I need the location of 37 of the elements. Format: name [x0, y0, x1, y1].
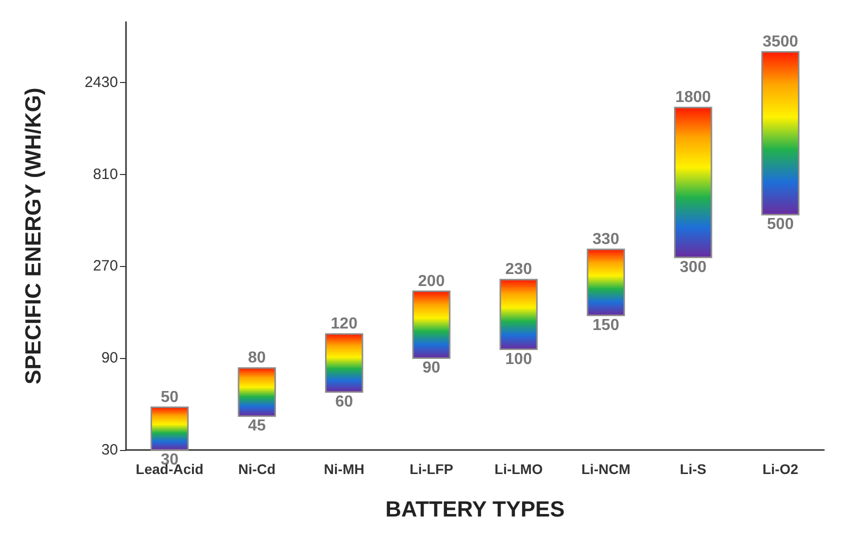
bar — [150, 406, 189, 451]
y-tick-label: 2430 — [84, 74, 118, 91]
bar — [238, 367, 276, 417]
annotation: 300 — [680, 258, 707, 276]
x-tick-label: Li-NCM — [581, 461, 630, 477]
bar — [674, 106, 712, 258]
x-tick-label: Li-LFP — [410, 461, 454, 477]
data-label: 120 — [330, 316, 358, 333]
data-label: 80 — [248, 349, 266, 366]
y-axis-title: SPECIFIC ENERGY (WH/KG) — [20, 88, 46, 384]
annotation: 90 — [422, 360, 440, 377]
y-tick-label: 90 — [101, 350, 118, 367]
y-tick-label: 810 — [92, 166, 118, 183]
bar — [412, 290, 450, 359]
x-tick-label: Ni-Cd — [238, 461, 276, 477]
y-tick-label: 30 — [101, 442, 118, 458]
bar — [586, 248, 625, 316]
annotation: 60 — [335, 394, 354, 411]
x-tick-label: Li-O2 — [762, 461, 798, 477]
data-label: 330 — [592, 230, 620, 248]
x-tick-label: Li-LMO — [494, 461, 543, 477]
x-axis-title: BATTERY TYPES — [385, 496, 565, 522]
x-tick-label: Ni-MH — [324, 461, 364, 477]
annotation: 45 — [248, 418, 266, 435]
annotation: 100 — [505, 350, 532, 368]
data-label: 50 — [160, 388, 179, 406]
data-label: 1800 — [675, 88, 712, 106]
data-label: 230 — [505, 261, 532, 278]
bar — [761, 51, 800, 216]
bar — [500, 278, 538, 350]
annotation: 150 — [592, 316, 620, 334]
annotation: 500 — [767, 216, 794, 234]
x-tick-label: Li-S — [680, 461, 706, 477]
bar — [325, 333, 364, 393]
data-label: 3500 — [762, 33, 798, 50]
y-tick-label: 270 — [92, 258, 118, 275]
data-label: 200 — [418, 272, 445, 290]
